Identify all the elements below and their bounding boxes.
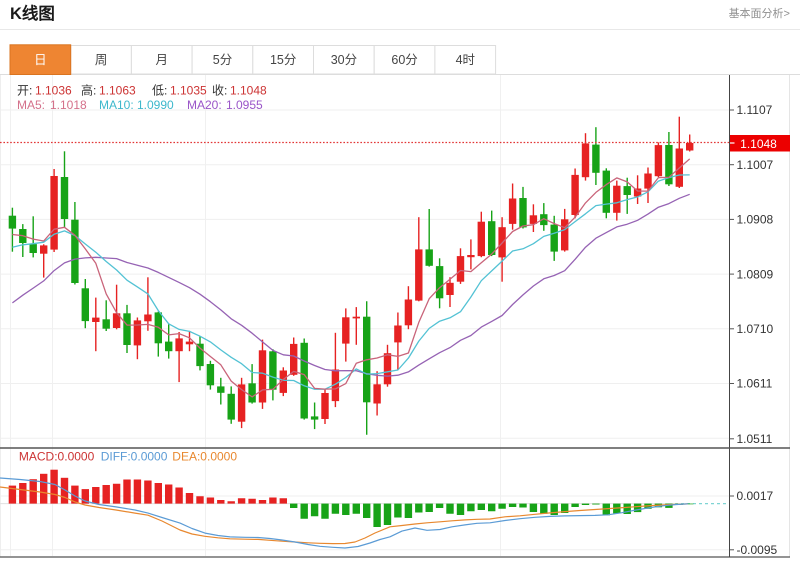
svg-text:基本面分析>: 基本面分析> bbox=[729, 6, 790, 20]
svg-text:1.1018: 1.1018 bbox=[50, 98, 87, 112]
svg-text:收:: 收: bbox=[212, 84, 227, 98]
svg-text:1.0710: 1.0710 bbox=[737, 322, 774, 336]
svg-text:1.0955: 1.0955 bbox=[226, 98, 263, 112]
svg-text:4时: 4时 bbox=[456, 53, 476, 67]
svg-text:1.0809: 1.0809 bbox=[737, 267, 774, 281]
svg-text:MACD:0.0000: MACD:0.0000 bbox=[19, 450, 95, 464]
svg-text:-0.0095: -0.0095 bbox=[737, 543, 778, 557]
svg-text:DEA:0.0000: DEA:0.0000 bbox=[172, 450, 237, 464]
svg-text:15分: 15分 bbox=[270, 53, 296, 67]
svg-text:1.1063: 1.1063 bbox=[99, 84, 136, 98]
svg-text:低:: 低: bbox=[152, 84, 167, 98]
svg-text:1.1048: 1.1048 bbox=[740, 137, 777, 151]
svg-text:周: 周 bbox=[95, 53, 108, 67]
svg-text:1.0990: 1.0990 bbox=[137, 98, 174, 112]
svg-text:1.1035: 1.1035 bbox=[170, 84, 207, 98]
svg-text:1.0511: 1.0511 bbox=[737, 432, 773, 446]
svg-text:K线图: K线图 bbox=[10, 3, 55, 23]
svg-text:1.0908: 1.0908 bbox=[737, 213, 774, 227]
svg-text:MA10:: MA10: bbox=[99, 98, 134, 112]
svg-text:1.1107: 1.1107 bbox=[737, 103, 773, 117]
svg-text:1.1036: 1.1036 bbox=[35, 84, 72, 98]
svg-text:MA5:: MA5: bbox=[17, 98, 45, 112]
svg-text:30分: 30分 bbox=[331, 53, 357, 67]
svg-text:月: 月 bbox=[156, 53, 169, 67]
svg-text:1.1048: 1.1048 bbox=[230, 84, 267, 98]
svg-text:1.0611: 1.0611 bbox=[737, 377, 773, 391]
svg-text:1.1007: 1.1007 bbox=[737, 158, 774, 172]
svg-text:60分: 60分 bbox=[391, 53, 417, 67]
svg-text:MA20:: MA20: bbox=[187, 98, 222, 112]
svg-text:DIFF:0.0000: DIFF:0.0000 bbox=[101, 450, 168, 464]
svg-text:高:: 高: bbox=[81, 83, 96, 98]
svg-text:5分: 5分 bbox=[213, 53, 232, 67]
svg-text:开:: 开: bbox=[17, 84, 32, 98]
svg-text:0.0017: 0.0017 bbox=[737, 489, 774, 503]
svg-text:日: 日 bbox=[34, 53, 47, 67]
